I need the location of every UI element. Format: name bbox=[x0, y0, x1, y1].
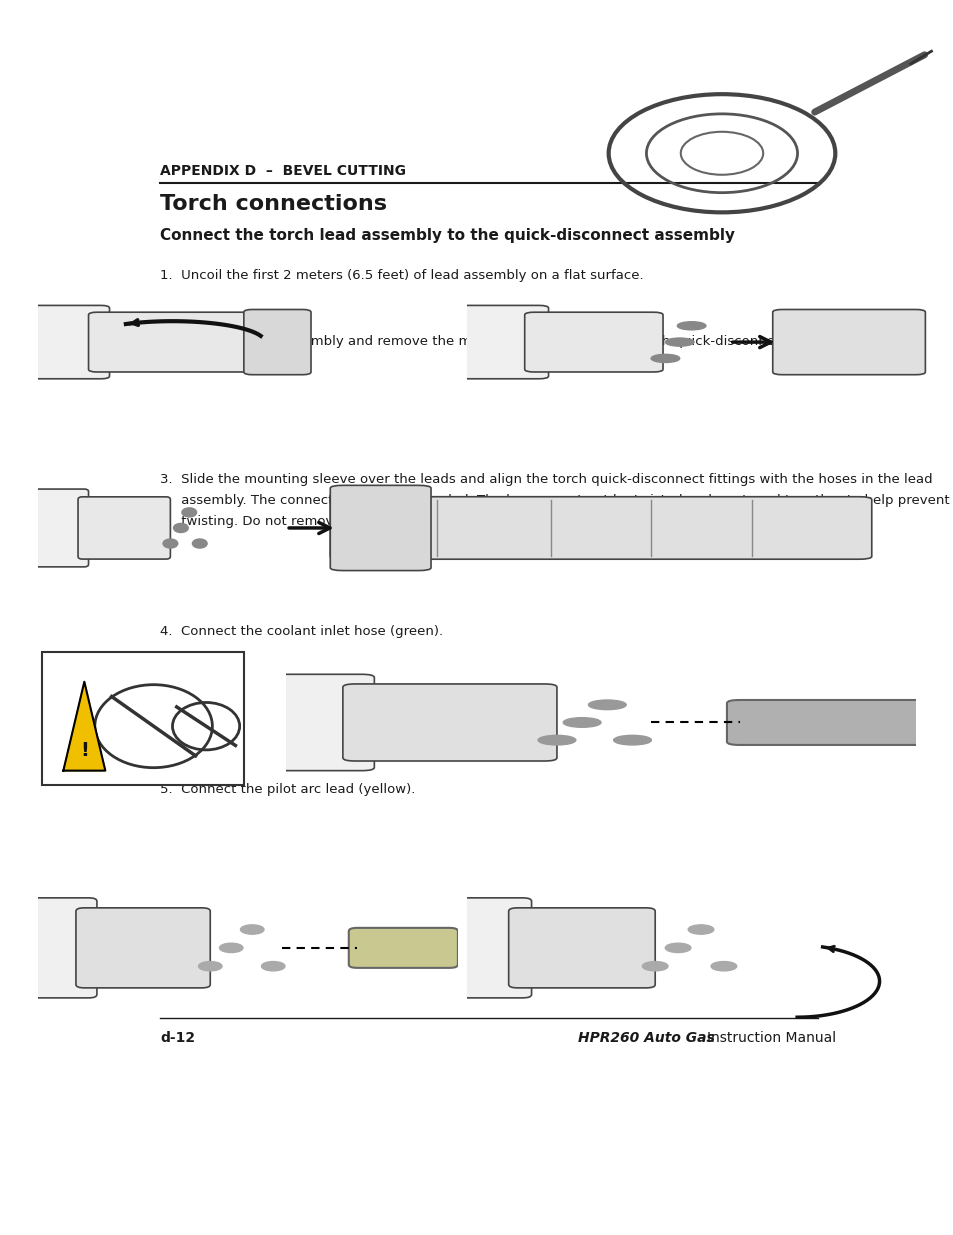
Text: Connect the torch lead assembly to the quick-disconnect assembly: Connect the torch lead assembly to the q… bbox=[160, 228, 734, 243]
Circle shape bbox=[664, 944, 690, 952]
Text: 1.  Uncoil the first 2 meters (6.5 feet) of lead assembly on a flat surface.: 1. Uncoil the first 2 meters (6.5 feet) … bbox=[160, 269, 643, 283]
FancyBboxPatch shape bbox=[34, 489, 89, 567]
FancyBboxPatch shape bbox=[457, 898, 531, 998]
FancyBboxPatch shape bbox=[274, 674, 374, 771]
Circle shape bbox=[677, 322, 705, 330]
FancyBboxPatch shape bbox=[726, 700, 927, 745]
Circle shape bbox=[641, 962, 667, 971]
Circle shape bbox=[219, 944, 243, 952]
Text: Torch connections: Torch connections bbox=[160, 194, 387, 214]
Circle shape bbox=[687, 925, 713, 934]
FancyBboxPatch shape bbox=[76, 908, 210, 988]
FancyBboxPatch shape bbox=[457, 305, 548, 379]
FancyBboxPatch shape bbox=[342, 684, 557, 761]
FancyBboxPatch shape bbox=[78, 496, 171, 559]
Circle shape bbox=[193, 538, 207, 548]
FancyBboxPatch shape bbox=[330, 485, 431, 571]
Text: 4.  Connect the coolant inlet hose (green).: 4. Connect the coolant inlet hose (green… bbox=[160, 625, 442, 638]
Circle shape bbox=[261, 962, 285, 971]
Circle shape bbox=[562, 718, 600, 727]
FancyBboxPatch shape bbox=[42, 652, 244, 785]
FancyBboxPatch shape bbox=[772, 310, 924, 374]
Circle shape bbox=[198, 962, 222, 971]
Text: d-12: d-12 bbox=[160, 1031, 194, 1045]
Text: twisting. Do not remove tape from leads.: twisting. Do not remove tape from leads. bbox=[160, 515, 455, 527]
FancyBboxPatch shape bbox=[89, 312, 265, 372]
Text: Instruction Manual: Instruction Manual bbox=[706, 1031, 835, 1045]
FancyBboxPatch shape bbox=[349, 927, 457, 968]
Circle shape bbox=[651, 354, 679, 363]
Text: assembly. The connections are color coded. The hoses must not be twisted and are: assembly. The connections are color code… bbox=[160, 494, 948, 506]
Circle shape bbox=[613, 735, 651, 745]
FancyBboxPatch shape bbox=[508, 908, 655, 988]
Circle shape bbox=[182, 508, 196, 517]
Circle shape bbox=[665, 338, 693, 346]
Text: HPR260 Auto Gas: HPR260 Auto Gas bbox=[577, 1031, 714, 1045]
Circle shape bbox=[537, 735, 576, 745]
Circle shape bbox=[710, 962, 736, 971]
Text: 3.  Slide the mounting sleeve over the leads and align the torch quick-disconnec: 3. Slide the mounting sleeve over the le… bbox=[160, 473, 932, 485]
Text: 5.  Connect the pilot arc lead (yellow).: 5. Connect the pilot arc lead (yellow). bbox=[160, 783, 415, 795]
FancyBboxPatch shape bbox=[524, 312, 662, 372]
FancyBboxPatch shape bbox=[30, 898, 97, 998]
Text: !: ! bbox=[80, 741, 89, 760]
Circle shape bbox=[588, 700, 625, 710]
FancyBboxPatch shape bbox=[244, 310, 311, 374]
Circle shape bbox=[240, 925, 264, 934]
FancyBboxPatch shape bbox=[30, 305, 110, 379]
Text: 2.  Hold the torch assembly and remove the mounting sleeve from the torch quick-: 2. Hold the torch assembly and remove th… bbox=[160, 335, 856, 348]
Text: APPENDIX D  –  BEVEL CUTTING: APPENDIX D – BEVEL CUTTING bbox=[160, 164, 405, 178]
Circle shape bbox=[163, 538, 177, 548]
Circle shape bbox=[173, 524, 188, 532]
FancyBboxPatch shape bbox=[330, 496, 871, 559]
Polygon shape bbox=[63, 682, 105, 771]
